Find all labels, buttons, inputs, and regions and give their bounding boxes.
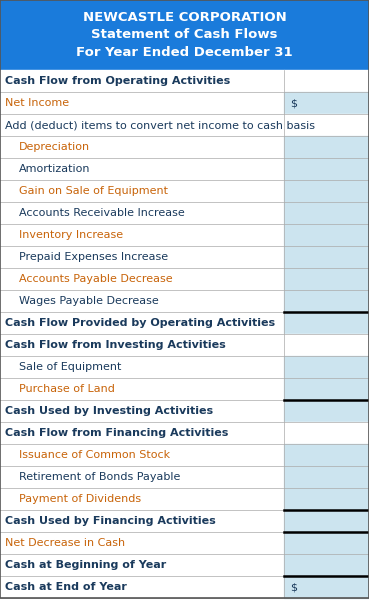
Bar: [0, 400, 284, 422]
Bar: [0, 554, 284, 576]
Text: Retirement of Bonds Payable: Retirement of Bonds Payable: [19, 472, 180, 482]
Text: Add (deduct) items to convert net income to cash basis: Add (deduct) items to convert net income…: [5, 120, 315, 130]
Text: Issuance of Common Stock: Issuance of Common Stock: [19, 450, 170, 460]
Bar: [284, 70, 369, 92]
Text: Amortization: Amortization: [19, 164, 90, 174]
Bar: [0, 422, 284, 444]
Bar: [284, 444, 369, 466]
Bar: [0, 356, 284, 378]
Text: Prepaid Expenses Increase: Prepaid Expenses Increase: [19, 252, 168, 262]
Text: Gain on Sale of Equipment: Gain on Sale of Equipment: [19, 186, 168, 196]
Bar: [0, 576, 284, 598]
Text: Cash Flow Provided by Operating Activities: Cash Flow Provided by Operating Activiti…: [5, 318, 275, 328]
Bar: [284, 554, 369, 576]
Bar: [0, 312, 284, 334]
Text: Payment of Dividends: Payment of Dividends: [19, 494, 141, 504]
Bar: [284, 136, 369, 158]
Bar: [284, 158, 369, 180]
Bar: [284, 334, 369, 356]
Bar: [284, 92, 369, 114]
Text: Cash Used by Investing Activities: Cash Used by Investing Activities: [5, 406, 213, 416]
Bar: [284, 378, 369, 400]
Bar: [0, 268, 284, 290]
Bar: [0, 334, 284, 356]
Text: Sale of Equipment: Sale of Equipment: [19, 362, 121, 372]
Bar: [0, 246, 284, 268]
Bar: [0, 0, 369, 70]
Bar: [284, 466, 369, 488]
Bar: [284, 290, 369, 312]
Bar: [0, 444, 284, 466]
Text: For Year Ended December 31: For Year Ended December 31: [76, 46, 293, 59]
Text: NEWCASTLE CORPORATION: NEWCASTLE CORPORATION: [83, 11, 286, 24]
Text: Cash Used by Financing Activities: Cash Used by Financing Activities: [5, 516, 216, 526]
Bar: [284, 180, 369, 202]
Bar: [0, 532, 284, 554]
Text: Net Decrease in Cash: Net Decrease in Cash: [5, 538, 125, 548]
Text: $: $: [290, 582, 297, 592]
Bar: [284, 114, 369, 136]
Bar: [284, 400, 369, 422]
Bar: [284, 312, 369, 334]
Text: Cash at Beginning of Year: Cash at Beginning of Year: [5, 560, 166, 570]
Text: Statement of Cash Flows: Statement of Cash Flows: [91, 28, 278, 42]
Bar: [284, 268, 369, 290]
Text: Cash Flow from Financing Activities: Cash Flow from Financing Activities: [5, 428, 228, 438]
Bar: [0, 114, 284, 136]
Text: Purchase of Land: Purchase of Land: [19, 384, 115, 394]
Bar: [0, 180, 284, 202]
Text: Inventory Increase: Inventory Increase: [19, 230, 123, 240]
Text: Wages Payable Decrease: Wages Payable Decrease: [19, 296, 159, 306]
Bar: [284, 422, 369, 444]
Bar: [284, 488, 369, 510]
Bar: [0, 510, 284, 532]
Bar: [284, 510, 369, 532]
Text: Accounts Payable Decrease: Accounts Payable Decrease: [19, 274, 173, 284]
Bar: [0, 92, 284, 114]
Bar: [0, 378, 284, 400]
Bar: [284, 576, 369, 598]
Bar: [0, 136, 284, 158]
Bar: [0, 488, 284, 510]
Bar: [284, 224, 369, 246]
Bar: [0, 70, 284, 92]
Text: Cash Flow from Operating Activities: Cash Flow from Operating Activities: [5, 76, 230, 86]
Bar: [284, 532, 369, 554]
Text: Cash at End of Year: Cash at End of Year: [5, 582, 127, 592]
Bar: [284, 246, 369, 268]
Text: Accounts Receivable Increase: Accounts Receivable Increase: [19, 208, 185, 218]
Bar: [284, 356, 369, 378]
Bar: [0, 224, 284, 246]
Bar: [0, 202, 284, 224]
Bar: [0, 158, 284, 180]
Bar: [284, 202, 369, 224]
Bar: [0, 466, 284, 488]
Bar: [0, 290, 284, 312]
Text: $: $: [290, 98, 297, 108]
Text: Cash Flow from Investing Activities: Cash Flow from Investing Activities: [5, 340, 226, 350]
Text: Net Income: Net Income: [5, 98, 69, 108]
Text: Depreciation: Depreciation: [19, 142, 90, 152]
